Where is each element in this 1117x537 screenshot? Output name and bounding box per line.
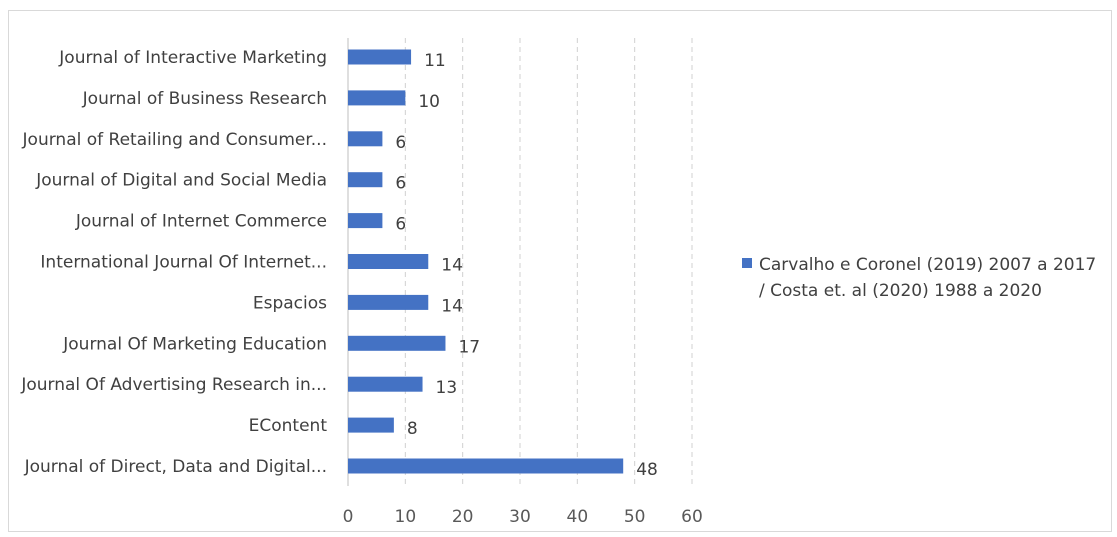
category-label: Journal Of Marketing Education (62, 334, 327, 354)
x-tick-labels: 0 10 20 30 40 50 60 (343, 507, 703, 527)
x-tick-label: 30 (509, 507, 531, 527)
data-label: 8 (407, 419, 418, 439)
bar (348, 294, 429, 310)
legend-label: Carvalho e Coronel (2019) 2007 a 2017 (759, 255, 1096, 275)
category-label: Journal of Business Research (82, 89, 327, 109)
bar (348, 458, 624, 474)
category-label: EContent (249, 416, 328, 436)
x-tick-label: 20 (452, 507, 474, 527)
gridlines (347, 38, 693, 486)
bar (348, 213, 383, 229)
category-label: Journal Of Advertising Research in... (20, 375, 327, 395)
x-tick-label: 10 (395, 507, 417, 527)
category-label: International Journal Of Internet... (40, 253, 327, 273)
bar (348, 49, 412, 65)
x-tick-label: 50 (624, 507, 646, 527)
category-label: Journal of Internet Commerce (75, 212, 327, 232)
category-label: Journal of Direct, Data and Digital... (24, 457, 327, 477)
chart-frame (8, 10, 1112, 532)
category-labels: Journal of Interactive Marketing Journal … (20, 48, 327, 477)
data-label: 6 (395, 133, 406, 153)
bar (348, 417, 394, 433)
bar (348, 254, 429, 269)
bar (348, 131, 383, 147)
data-label: 14 (441, 256, 463, 276)
x-tick-label: 40 (567, 507, 589, 527)
category-label: Journal of Interactive Marketing (58, 48, 327, 68)
category-label: Espacios (253, 293, 327, 313)
bar (348, 90, 406, 106)
data-label: 11 (424, 51, 446, 71)
data-label: 48 (636, 460, 658, 480)
legend: Carvalho e Coronel (2019) 2007 a 2017 / C… (742, 255, 1096, 301)
bar (348, 172, 383, 188)
data-label: 17 (458, 337, 480, 357)
x-tick-label: 0 (343, 507, 354, 527)
data-label: 6 (395, 174, 406, 194)
data-label: 6 (395, 215, 406, 235)
legend-label: / Costa et. al (2020) 1988 a 2020 (759, 281, 1042, 301)
bars: 11 10 6 6 6 14 14 17 13 8 48 (348, 49, 658, 480)
bar (348, 376, 423, 392)
legend-swatch (742, 258, 752, 268)
data-label: 14 (441, 296, 463, 316)
x-tick-label: 60 (681, 507, 703, 527)
category-label: Journal of Retailing and Consumer... (22, 130, 327, 150)
bar (348, 335, 446, 351)
category-label: Journal of Digital and Social Media (35, 171, 327, 191)
data-label: 13 (436, 378, 458, 398)
data-label: 10 (418, 92, 440, 112)
